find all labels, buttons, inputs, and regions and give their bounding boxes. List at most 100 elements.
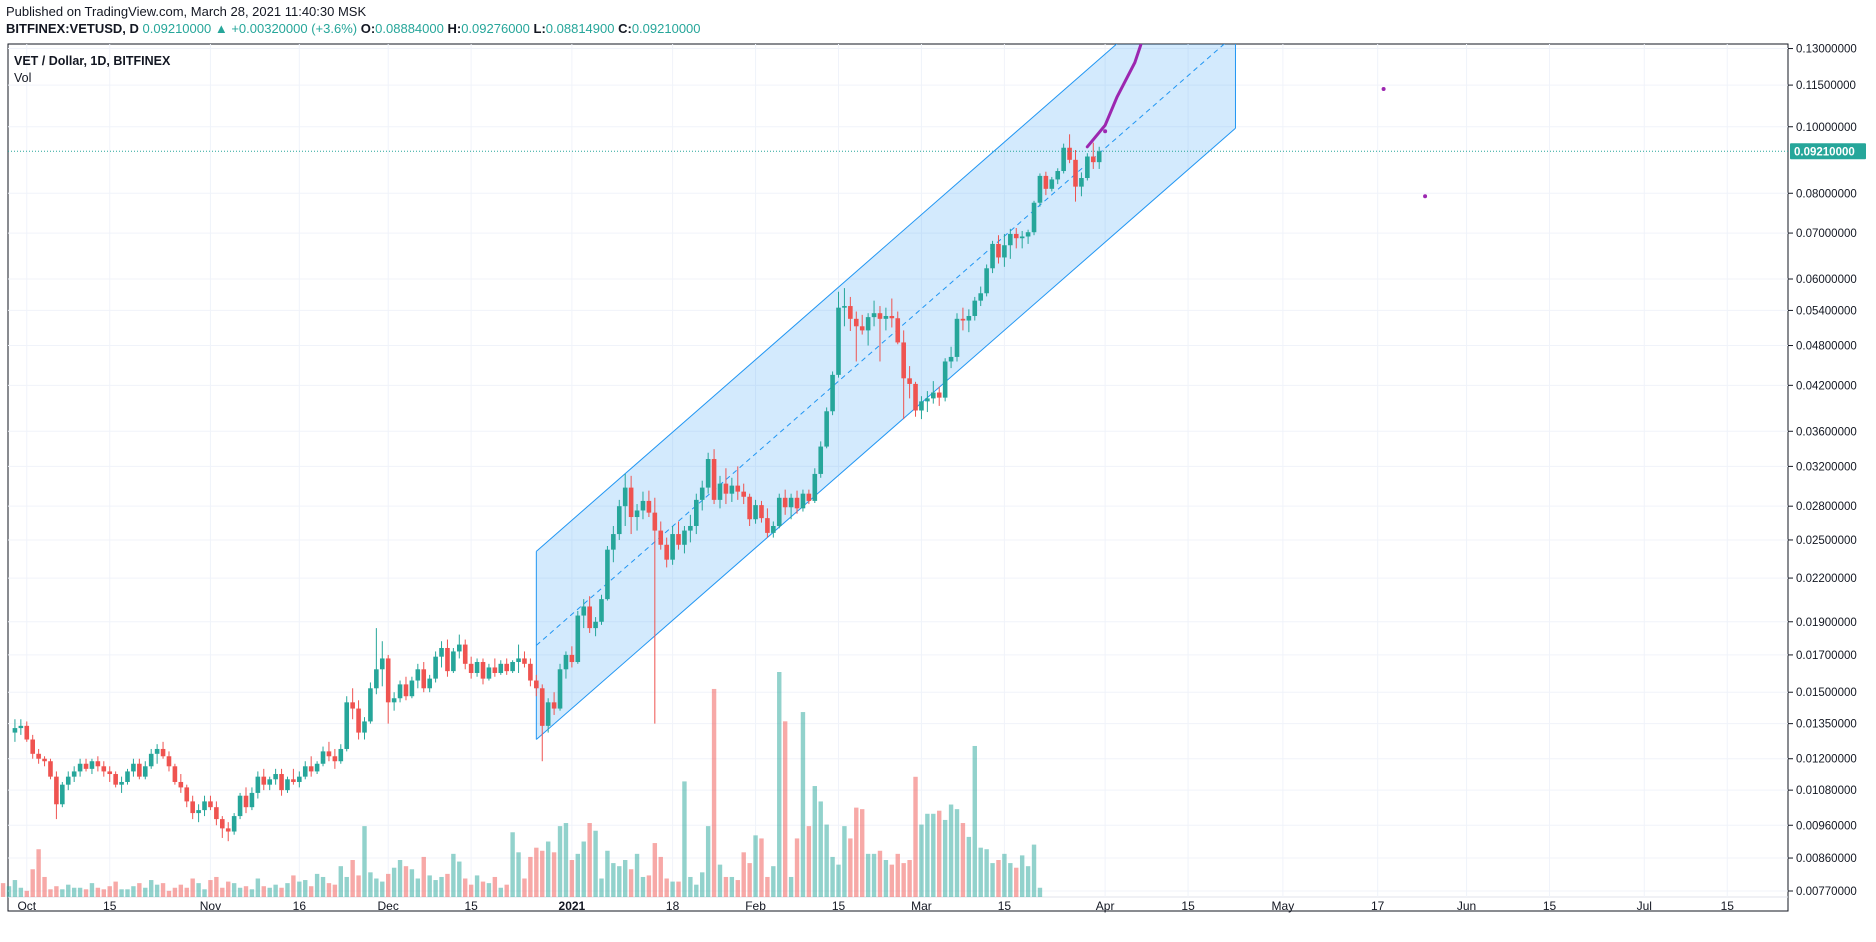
volume-bar (782, 721, 788, 897)
y-tick-label: 0.03200000 (1796, 461, 1857, 473)
candle-body (338, 748, 344, 762)
high-value: 0.09276000 (461, 21, 530, 36)
volume-bar (670, 881, 675, 897)
volume-bar (1037, 887, 1043, 897)
volume-bar (711, 688, 717, 897)
volume-bar (178, 884, 184, 897)
volume-bar (249, 889, 255, 897)
candle-body (1061, 147, 1066, 172)
volume-bar (297, 881, 302, 897)
candle-body (433, 656, 438, 679)
volume-bar (83, 889, 89, 897)
volume-bar (445, 873, 450, 897)
volume-bar (818, 801, 823, 897)
x-tick-label: 15 (1543, 899, 1557, 913)
candle-body (1090, 156, 1096, 163)
candle-body (42, 758, 47, 762)
candle-body (848, 306, 853, 319)
volume-bar (380, 881, 385, 897)
candle-body (225, 828, 231, 832)
volume-bar (1002, 853, 1007, 897)
candle-body (374, 669, 379, 689)
candle-body (640, 500, 646, 511)
volume-bar (777, 672, 782, 897)
candle-body (557, 669, 563, 709)
volume-bar (563, 823, 569, 897)
candle-body (510, 662, 515, 672)
close-label: C: (618, 21, 632, 36)
candle-body (415, 669, 421, 681)
volume-bar (700, 872, 705, 897)
volume-bar (860, 809, 865, 897)
candle-body (243, 795, 249, 808)
forecast-point (1423, 194, 1428, 199)
volume-bar (919, 824, 924, 897)
volume-bar (332, 884, 338, 897)
volume-bar (984, 849, 989, 897)
candle-body (95, 761, 101, 767)
volume-bar (599, 878, 604, 897)
candle-body (788, 497, 794, 508)
volume-bar (154, 884, 160, 897)
volume-bar (48, 889, 53, 897)
volume-bar (735, 880, 740, 897)
candle-body (202, 801, 207, 811)
volume-bar (285, 883, 290, 897)
candle-body (587, 606, 592, 629)
volume-bar (95, 887, 101, 897)
candle-body (753, 505, 758, 520)
candle-body (1008, 233, 1013, 246)
volume-bar (534, 847, 539, 897)
candle-body (664, 544, 669, 560)
volume-bar (688, 876, 693, 897)
volume-bar (664, 878, 669, 897)
volume-bar (901, 863, 906, 897)
volume-bar (865, 853, 871, 897)
volume-bar (741, 852, 746, 897)
candle-body (545, 702, 551, 726)
y-tick-label: 0.10000000 (1796, 122, 1857, 134)
candle-body (498, 663, 504, 673)
close-value: 0.09210000 (631, 21, 701, 36)
volume-bar (89, 883, 95, 897)
volume-bar (391, 867, 397, 897)
candle-body (1013, 233, 1019, 239)
volume-bar (830, 856, 835, 897)
candle-body (462, 644, 468, 664)
candle-body (984, 268, 989, 294)
candle-body (1079, 178, 1084, 187)
candle-body (711, 459, 717, 500)
candle-body (765, 518, 770, 533)
chart-legend: VET / Dollar, 1D, BITFINEX Vol (14, 53, 170, 87)
candle-body (249, 792, 255, 808)
x-tick-label: 15 (998, 899, 1012, 913)
volume-bar (954, 809, 960, 897)
candle-body (771, 525, 776, 533)
candle-body (741, 491, 746, 497)
candle-body (474, 662, 480, 673)
candle-body (142, 766, 148, 777)
volume-bar (474, 875, 480, 897)
x-tick-label: 15 (103, 899, 117, 913)
candle-body (190, 801, 195, 814)
x-tick-label: Jul (1637, 899, 1652, 913)
legend-title: VET / Dollar, 1D, BITFINEX (14, 54, 171, 68)
volume-bar (12, 880, 18, 897)
candle-body (534, 680, 539, 689)
last-price-tag-bg (1790, 143, 1866, 160)
volume-bar (480, 881, 486, 897)
candle-body (818, 446, 824, 474)
candle-body (824, 411, 829, 447)
open-label: O: (360, 21, 376, 36)
volume-bar (326, 883, 332, 897)
volume-bar (486, 883, 492, 897)
volume-bar (386, 873, 391, 897)
candle-body (575, 615, 581, 663)
volume-bar (605, 850, 610, 897)
candle-body (101, 766, 107, 772)
candle-body (966, 315, 972, 321)
volume-bar (451, 853, 456, 897)
volume-bar (1031, 844, 1037, 897)
x-tick-label: Mar (911, 899, 932, 913)
